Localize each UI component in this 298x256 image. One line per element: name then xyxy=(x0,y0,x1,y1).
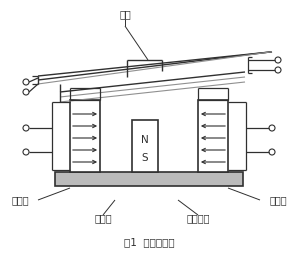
Text: S: S xyxy=(142,153,148,163)
Text: 左边柱: 左边柱 xyxy=(11,195,29,205)
Bar xyxy=(70,100,100,172)
Text: 图1  原理示意图: 图1 原理示意图 xyxy=(124,237,174,247)
Text: 右边柱: 右边柱 xyxy=(269,195,287,205)
Bar xyxy=(55,172,243,186)
Bar xyxy=(198,100,228,172)
Text: 磁轭板: 磁轭板 xyxy=(94,213,112,223)
Text: 永久磁铁: 永久磁铁 xyxy=(186,213,210,223)
Bar xyxy=(132,120,158,172)
Text: 衔铁: 衔铁 xyxy=(119,9,131,19)
Text: N: N xyxy=(141,135,149,145)
